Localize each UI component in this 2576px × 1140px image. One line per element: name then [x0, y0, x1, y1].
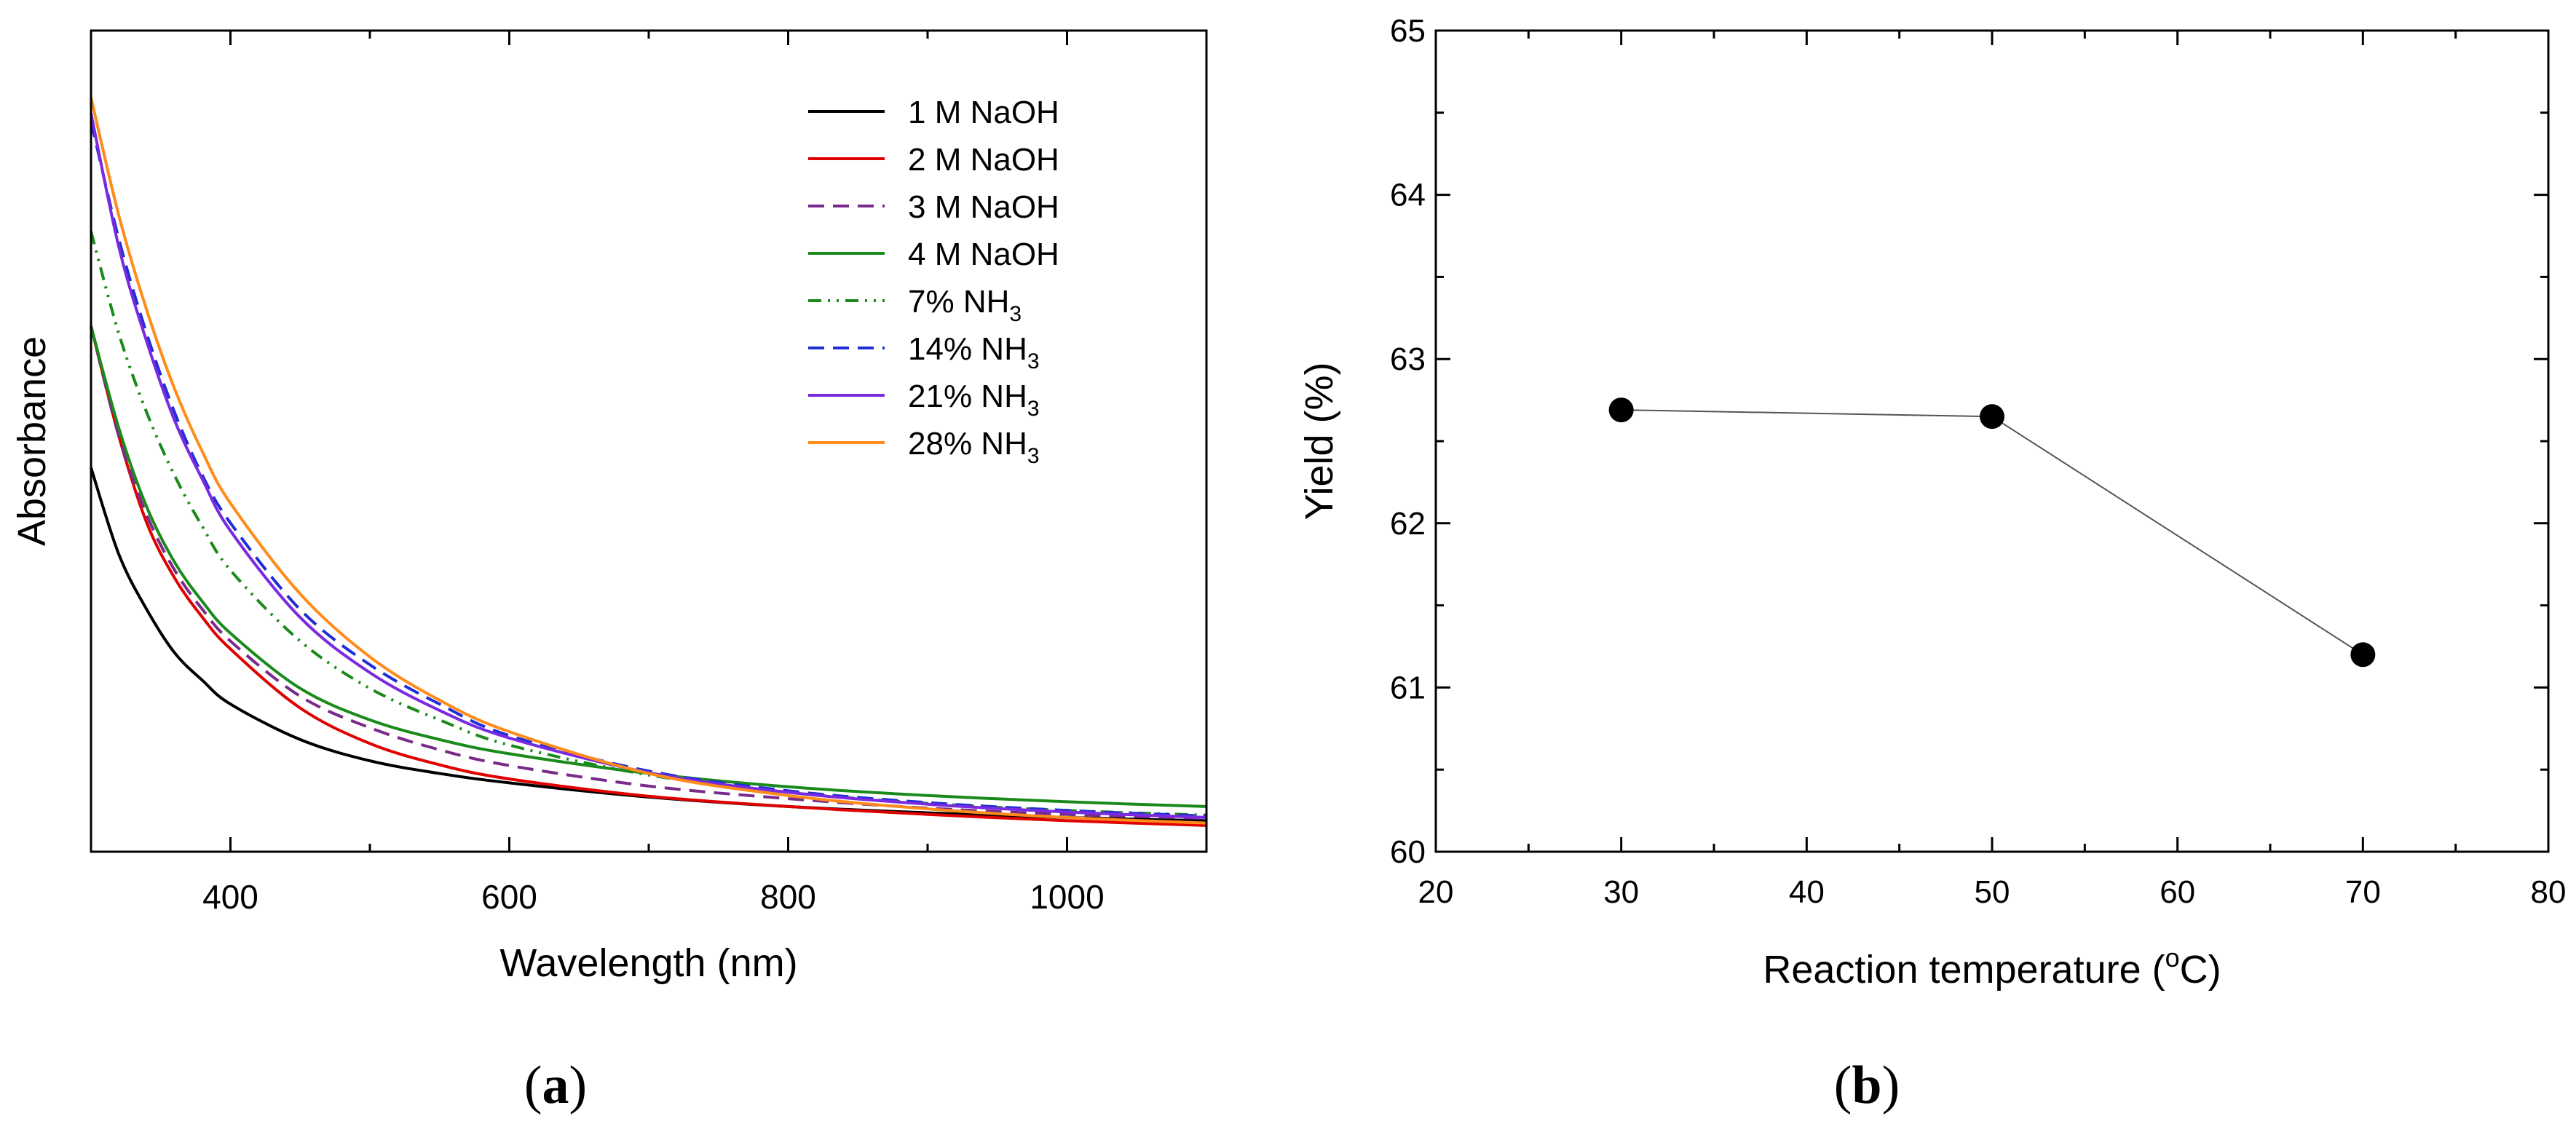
panel-a-y-axis-label: Absorbance: [10, 336, 54, 546]
panel-b-y-axis-ticks: 60 61 62 63 64 65: [1390, 13, 2548, 870]
panel-a-chart: 400 600 800 1000 Wavelength (nm) Absorbance…: [10, 29, 1208, 985]
panel-b-x-tick-label: 30: [1603, 874, 1639, 910]
panel-b-data-point-2: [1980, 404, 2004, 430]
panel-b-y-tick-label: 65: [1390, 13, 1426, 49]
panel-a-series-line-6: [90, 121, 1207, 818]
panel-a-x-tick-label: 400: [202, 878, 258, 916]
panel-b-y-tick-label: 63: [1390, 341, 1426, 377]
panel-b-x-tick-label: 20: [1418, 874, 1454, 910]
panel-b-x-tick-label: 40: [1789, 874, 1825, 910]
panel-a-series-line-4: [90, 325, 1207, 808]
legend-label-4: 4 M NaOH: [908, 237, 1059, 272]
panel-b-y-axis-label: Yield (%): [1297, 362, 1341, 520]
panel-b-chart: 20 30 40 50 60 70 80 60 61 62 63 64 65 Reaction tem…: [1297, 13, 2566, 991]
legend-label-5: 7% NH3: [908, 284, 1022, 326]
panel-b-x-tick-label: 60: [2160, 874, 2195, 910]
legend-label-7: 21% NH3: [908, 379, 1040, 421]
legend-label-6: 14% NH3: [908, 331, 1040, 373]
panel-b-y-tick-label: 60: [1390, 834, 1426, 870]
panel-b-y-tick-label: 62: [1390, 506, 1426, 542]
panel-b-data-point-1: [1608, 397, 1634, 423]
panel-a-x-tick-label: 800: [760, 878, 816, 916]
legend-label-8: 28% NH3: [908, 426, 1040, 468]
panel-a-series-line-8: [90, 97, 1207, 825]
panel-b-data-point-3: [2350, 642, 2376, 668]
panel-a-x-axis-ticks: 400 600 800 1000: [90, 31, 1208, 916]
panel-a-series-line-2: [90, 325, 1207, 827]
panel-b-x-tick-label: 80: [2531, 874, 2567, 910]
legend-label-2: 2 M NaOH: [908, 142, 1059, 178]
panel-a-curves: [90, 97, 1207, 827]
panel-a-x-tick-label: 1000: [1030, 878, 1104, 916]
legend-label-3: 3 M NaOH: [908, 189, 1059, 225]
panel-b-label: (b): [1834, 1056, 1900, 1115]
panel-a-series-line-5: [90, 231, 1207, 817]
panel-b-x-tick-label: 70: [2345, 874, 2381, 910]
panel-b-x-tick-label: 50: [1975, 874, 2010, 910]
degree-symbol: o: [2165, 943, 2180, 973]
panel-b-plot-frame: [1434, 29, 2550, 853]
panel-b-x-axis-label: Reaction temperature (oC): [1763, 943, 2221, 991]
panel-b-x-axis-ticks: 20 30 40 50 60 70 80: [1418, 31, 2567, 910]
panel-a-series-line-7: [90, 113, 1207, 819]
panel-b-y-tick-label: 64: [1390, 178, 1426, 213]
panel-a-x-axis-label: Wavelength (nm): [499, 941, 797, 985]
panel-b-data: [1608, 397, 2376, 668]
panel-a-legend: 1 M NaOH 2 M NaOH 3 M NaOH 4 M NaOH 7% NH3 14…: [808, 95, 1059, 468]
panel-b-y-tick-label: 61: [1390, 670, 1426, 705]
panel-a-label: (a): [524, 1056, 587, 1115]
legend-label-1: 1 M NaOH: [908, 95, 1059, 130]
panel-a-series-line-1: [90, 467, 1207, 823]
panel-b-connecting-line: [1621, 409, 2363, 656]
panel-a-x-tick-label: 600: [481, 878, 537, 916]
